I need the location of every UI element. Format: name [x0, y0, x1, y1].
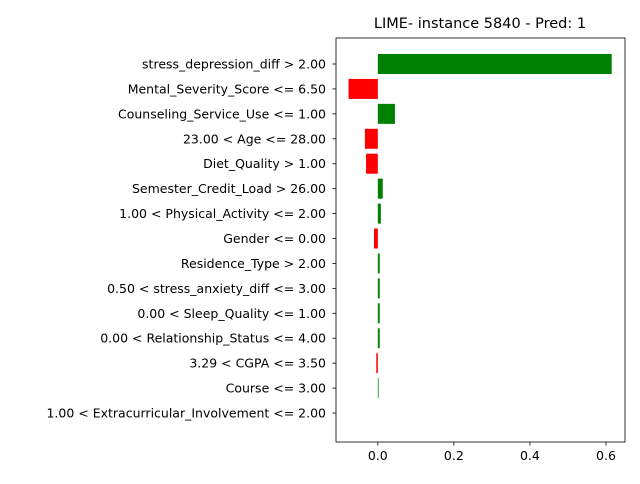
y-tick-label: Course <= 3.00	[226, 381, 326, 396]
bar-0	[377, 54, 612, 74]
bar-4	[366, 153, 378, 174]
bar-2	[377, 103, 395, 124]
y-tick-label: 3.29 < CGPA <= 3.50	[189, 356, 326, 371]
x-tick-label: 0.6	[596, 448, 616, 463]
y-tick-label: 0.00 < Sleep_Quality <= 1.00	[137, 306, 326, 321]
bar-7	[374, 228, 378, 249]
y-tick-label: Gender <= 0.00	[223, 231, 326, 246]
y-tick-label: 0.00 < Relationship_Status <= 4.00	[100, 331, 326, 346]
x-tick-label: 0.2	[444, 448, 464, 463]
x-tick-label: 0.4	[520, 448, 540, 463]
bars-group	[348, 54, 612, 399]
y-tick-label: stress_depression_diff > 2.00	[142, 57, 326, 72]
y-tick-label: Residence_Type > 2.00	[181, 256, 326, 271]
y-tick-label: 1.00 < Extracurricular_Involvement <= 2.…	[46, 406, 326, 421]
x-tick-label: 0.0	[368, 448, 388, 463]
bar-8	[377, 253, 380, 274]
bar-1	[348, 78, 378, 99]
bar-5	[377, 178, 383, 199]
x-axis-ticks: 0.0 0.2 0.4 0.6	[368, 442, 616, 463]
y-tick-label: Mental_Severity_Score <= 6.50	[128, 81, 326, 96]
y-tick-labels: stress_depression_diff > 2.00 Mental_Seve…	[46, 57, 336, 421]
y-tick-label: Diet_Quality > 1.00	[203, 156, 326, 171]
y-tick-label: 23.00 < Age <= 28.00	[183, 131, 326, 146]
axes-frame	[335, 37, 626, 443]
bar-6	[377, 203, 381, 224]
y-tick-label: 0.50 < stress_anxiety_diff <= 3.00	[107, 281, 326, 296]
chart-title: LIME- instance 5840 - Pred: 1	[374, 16, 586, 32]
bar-11	[377, 328, 380, 349]
y-tick-label: Semester_Credit_Load > 26.00	[132, 181, 326, 196]
bar-9	[377, 278, 380, 299]
bar-10	[377, 303, 380, 324]
y-tick-label: Counseling_Service_Use <= 1.00	[118, 106, 326, 121]
bar-3	[364, 128, 378, 149]
bar-13	[377, 378, 379, 399]
y-tick-label: 1.00 < Physical_Activity <= 2.00	[119, 206, 326, 221]
bar-12	[376, 353, 378, 374]
